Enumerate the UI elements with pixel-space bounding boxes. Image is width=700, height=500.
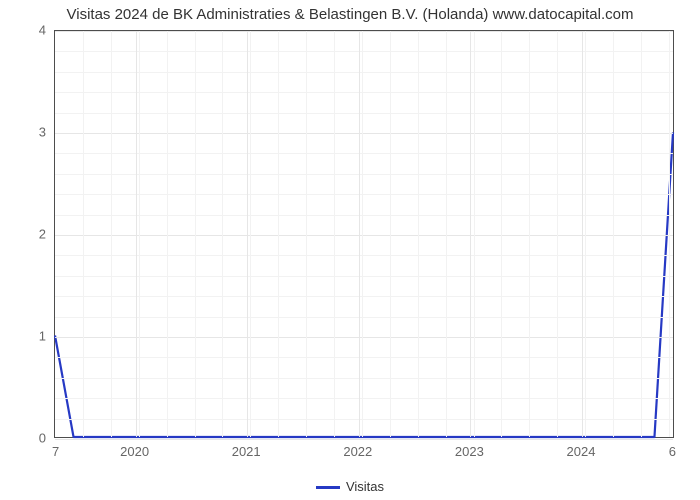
chart-title: Visitas 2024 de BK Administraties & Bela…: [0, 0, 700, 27]
grid-h-minor: [55, 113, 673, 114]
grid-v-minor: [529, 31, 530, 437]
grid-v-minor: [362, 31, 363, 437]
x-corner-right-label: 6: [669, 438, 676, 459]
grid-h-minor: [55, 276, 673, 277]
y-tick-label: 3: [14, 125, 54, 140]
x-tick-label: 2020: [120, 438, 149, 459]
x-tick-label: 2021: [232, 438, 261, 459]
grid-h-minor: [55, 174, 673, 175]
grid-v-minor: [557, 31, 558, 437]
grid-v-minor: [139, 31, 140, 437]
grid-v-minor: [167, 31, 168, 437]
grid-h-minor: [55, 255, 673, 256]
grid-v-minor: [306, 31, 307, 437]
grid-v-minor: [278, 31, 279, 437]
grid-v-minor: [83, 31, 84, 437]
grid-v-major: [582, 31, 583, 437]
grid-h-minor: [55, 296, 673, 297]
grid-v-minor: [446, 31, 447, 437]
y-tick-label: 4: [14, 23, 54, 38]
grid-h-minor: [55, 51, 673, 52]
grid-h-minor: [55, 357, 673, 358]
y-tick-label: 2: [14, 227, 54, 242]
grid-v-minor: [334, 31, 335, 437]
plot-box: [54, 30, 674, 438]
grid-v-major: [247, 31, 248, 437]
grid-v-major: [136, 31, 137, 437]
legend: Visitas: [0, 479, 700, 494]
legend-swatch: [316, 486, 340, 489]
plot-area: 7 6 0123420202021202220232024: [54, 30, 674, 438]
y-tick-label: 1: [14, 329, 54, 344]
grid-v-minor: [585, 31, 586, 437]
grid-v-minor: [641, 31, 642, 437]
y-tick-label: 0: [14, 431, 54, 446]
grid-v-major: [470, 31, 471, 437]
grid-h-major: [55, 337, 673, 338]
grid-v-minor: [474, 31, 475, 437]
grid-h-minor: [55, 398, 673, 399]
chart-container: Visitas 2024 de BK Administraties & Bela…: [0, 0, 700, 500]
series-line: [55, 133, 673, 438]
grid-v-major: [359, 31, 360, 437]
x-tick-label: 2024: [567, 438, 596, 459]
grid-v-minor: [501, 31, 502, 437]
grid-v-minor: [390, 31, 391, 437]
grid-h-minor: [55, 72, 673, 73]
grid-v-minor: [195, 31, 196, 437]
grid-v-minor: [250, 31, 251, 437]
grid-h-minor: [55, 378, 673, 379]
grid-v-minor: [111, 31, 112, 437]
grid-v-minor: [222, 31, 223, 437]
x-tick-label: 2022: [343, 438, 372, 459]
grid-h-major: [55, 235, 673, 236]
grid-v-minor: [669, 31, 670, 437]
grid-h-major: [55, 31, 673, 32]
grid-h-minor: [55, 92, 673, 93]
grid-h-minor: [55, 194, 673, 195]
grid-h-minor: [55, 153, 673, 154]
grid-h-major: [55, 133, 673, 134]
grid-h-minor: [55, 419, 673, 420]
grid-h-minor: [55, 317, 673, 318]
grid-h-minor: [55, 215, 673, 216]
legend-label: Visitas: [346, 479, 384, 494]
x-tick-label: 2023: [455, 438, 484, 459]
grid-v-minor: [613, 31, 614, 437]
grid-v-minor: [418, 31, 419, 437]
